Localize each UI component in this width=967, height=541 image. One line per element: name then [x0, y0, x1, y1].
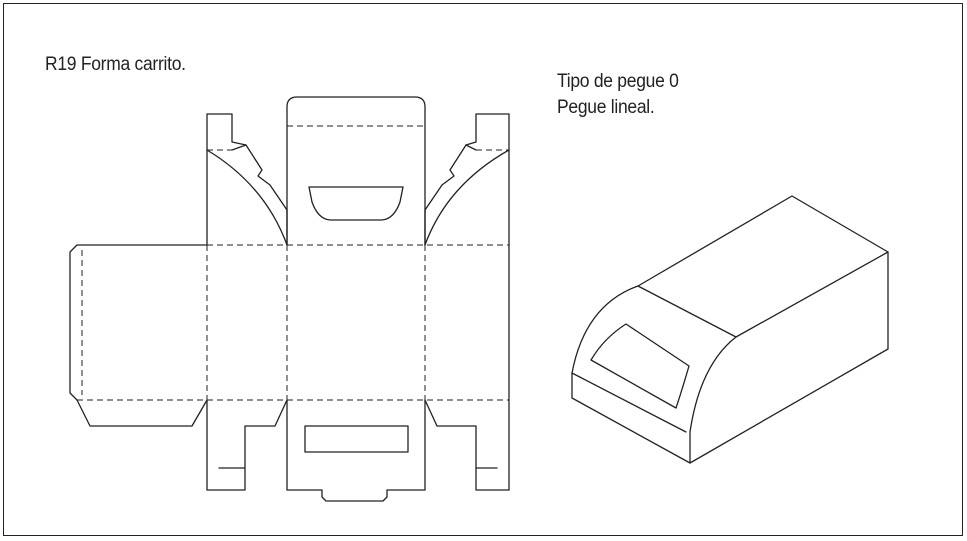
box-window	[590, 323, 690, 409]
box-top-face	[637, 195, 889, 338]
lid-window	[308, 186, 404, 221]
box-side-face	[689, 251, 889, 464]
right-flap-notch	[465, 144, 477, 151]
glue-type-label: Tipo de pegue 0	[557, 71, 679, 92]
bottom-left-wing	[206, 399, 288, 491]
bottom-window	[304, 425, 409, 453]
box-die-cut-template	[69, 96, 510, 502]
left-flap-notch	[231, 144, 247, 151]
glue-method-label: Pegue lineal.	[557, 97, 655, 118]
bottom-right-wing	[424, 399, 510, 491]
left-curved-flap	[206, 149, 288, 246]
glue-flap	[69, 244, 208, 427]
box-front-curve	[571, 285, 691, 464]
assembled-box-3d	[571, 195, 889, 464]
body-outline	[206, 113, 288, 246]
top-lid	[286, 96, 426, 246]
right-curved-flap	[424, 149, 510, 246]
box-front-inner-curve	[689, 336, 737, 433]
bottom-center-panel	[286, 399, 426, 502]
drawing-frame	[3, 3, 963, 536]
box-lower-curve	[571, 372, 687, 433]
drawing-title: R19 Forma carrito.	[45, 54, 186, 75]
right-top-outline	[424, 113, 510, 491]
